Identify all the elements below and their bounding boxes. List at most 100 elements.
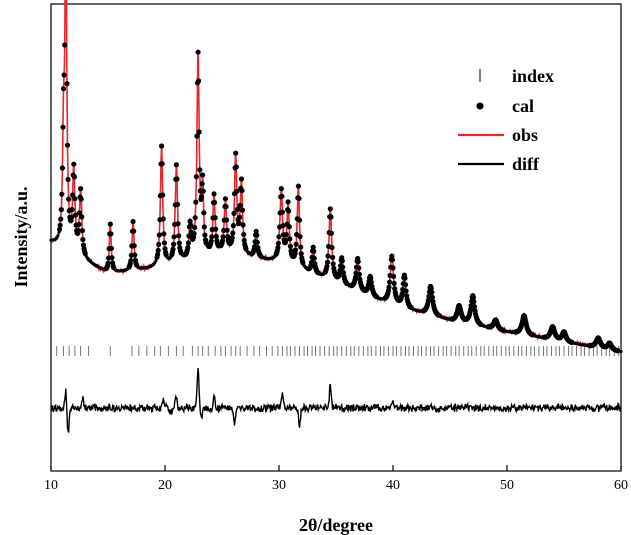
cal-point bbox=[159, 143, 165, 149]
cal-point bbox=[402, 275, 408, 281]
cal-point bbox=[174, 176, 180, 182]
cal-point bbox=[194, 133, 200, 139]
cal-point bbox=[80, 236, 86, 243]
cal-point bbox=[470, 294, 476, 301]
cal-point bbox=[276, 234, 282, 240]
cal-point bbox=[131, 228, 137, 234]
cal-point bbox=[286, 208, 292, 214]
cal-point bbox=[352, 274, 358, 280]
obs-series-line bbox=[50, 0, 622, 354]
cal-point bbox=[429, 289, 435, 295]
cal-point bbox=[79, 228, 85, 234]
cal-point bbox=[328, 230, 334, 236]
cal-point bbox=[212, 199, 218, 206]
cal-point bbox=[132, 252, 138, 258]
cal-point bbox=[212, 215, 218, 221]
cal-point bbox=[71, 161, 77, 167]
cal-point bbox=[254, 232, 260, 238]
cal-point bbox=[329, 244, 335, 251]
cal-point bbox=[203, 240, 209, 246]
cal-point bbox=[211, 191, 217, 197]
cal-point bbox=[391, 280, 397, 286]
cal-point bbox=[287, 236, 293, 242]
cal-point bbox=[60, 124, 66, 130]
cal-point bbox=[202, 232, 208, 238]
x-tick-label: 30 bbox=[272, 478, 286, 493]
cal-point bbox=[387, 279, 393, 285]
cal-point bbox=[62, 42, 68, 48]
cal-point bbox=[68, 214, 75, 220]
cal-point bbox=[275, 240, 281, 246]
cal-point bbox=[64, 81, 70, 87]
cal-point bbox=[79, 214, 85, 220]
cal-point bbox=[356, 265, 362, 271]
cal-point bbox=[198, 194, 205, 200]
cal-point bbox=[310, 244, 316, 250]
cal-point bbox=[296, 195, 302, 202]
cal-point bbox=[233, 150, 239, 156]
cal-point bbox=[192, 215, 198, 221]
cal-point bbox=[279, 193, 285, 199]
cal-point bbox=[200, 188, 206, 194]
cal-point bbox=[324, 259, 331, 265]
cal-point bbox=[66, 196, 72, 202]
cal-point bbox=[471, 299, 477, 305]
cal-point bbox=[283, 232, 289, 238]
cal-point bbox=[108, 245, 114, 251]
cal-point bbox=[275, 245, 281, 251]
cal-point bbox=[223, 203, 229, 210]
cal-point bbox=[296, 217, 303, 223]
cal-point bbox=[286, 224, 292, 230]
plot-frame bbox=[50, 3, 622, 472]
cal-point bbox=[107, 221, 113, 227]
cal-point bbox=[130, 218, 136, 225]
cal-point bbox=[196, 129, 202, 135]
legend-cal-label: cal bbox=[512, 96, 534, 116]
x-axis-label: 2θ/degree bbox=[299, 515, 373, 535]
cal-point bbox=[241, 237, 247, 243]
cal-point bbox=[224, 217, 230, 223]
cal-point bbox=[208, 238, 214, 244]
cal-point bbox=[185, 240, 191, 246]
cal-point bbox=[231, 210, 237, 216]
cal-point bbox=[356, 271, 362, 277]
x-tick-label: 60 bbox=[614, 478, 628, 493]
cal-point bbox=[195, 49, 201, 55]
cal-point bbox=[241, 231, 247, 238]
cal-point bbox=[71, 174, 77, 180]
cal-point bbox=[65, 176, 71, 183]
cal-point bbox=[368, 275, 374, 281]
cal-point bbox=[156, 241, 162, 247]
diff-series-line bbox=[50, 368, 622, 433]
cal-point bbox=[196, 78, 202, 84]
cal-point bbox=[201, 224, 207, 230]
cal-point bbox=[200, 172, 206, 178]
cal-point bbox=[619, 349, 623, 354]
cal-point bbox=[171, 234, 177, 240]
cal-point bbox=[156, 232, 162, 238]
cal-point bbox=[325, 253, 331, 259]
cal-point bbox=[171, 241, 177, 247]
cal-point bbox=[368, 279, 374, 285]
cal-point bbox=[285, 199, 291, 205]
x-tick-label: 50 bbox=[500, 478, 514, 493]
cal-point bbox=[105, 260, 111, 266]
cal-point bbox=[298, 244, 304, 250]
cal-point bbox=[155, 247, 161, 253]
x-axis: 10 20 30 40 50 60 bbox=[44, 465, 628, 493]
cal-point bbox=[295, 183, 301, 189]
cal-point bbox=[69, 206, 75, 213]
cal-point bbox=[292, 247, 299, 253]
cal-point bbox=[60, 86, 67, 92]
legend: index cal obs diff bbox=[458, 66, 554, 174]
cal-point bbox=[240, 222, 246, 228]
cal-point bbox=[160, 216, 166, 222]
cal-point bbox=[61, 72, 67, 78]
cal-point bbox=[222, 196, 228, 202]
legend-diff-label: diff bbox=[512, 154, 540, 174]
cal-point bbox=[236, 220, 242, 226]
index-ticks bbox=[56, 346, 620, 356]
cal-point bbox=[76, 221, 82, 227]
legend-index-label: index bbox=[512, 66, 554, 86]
